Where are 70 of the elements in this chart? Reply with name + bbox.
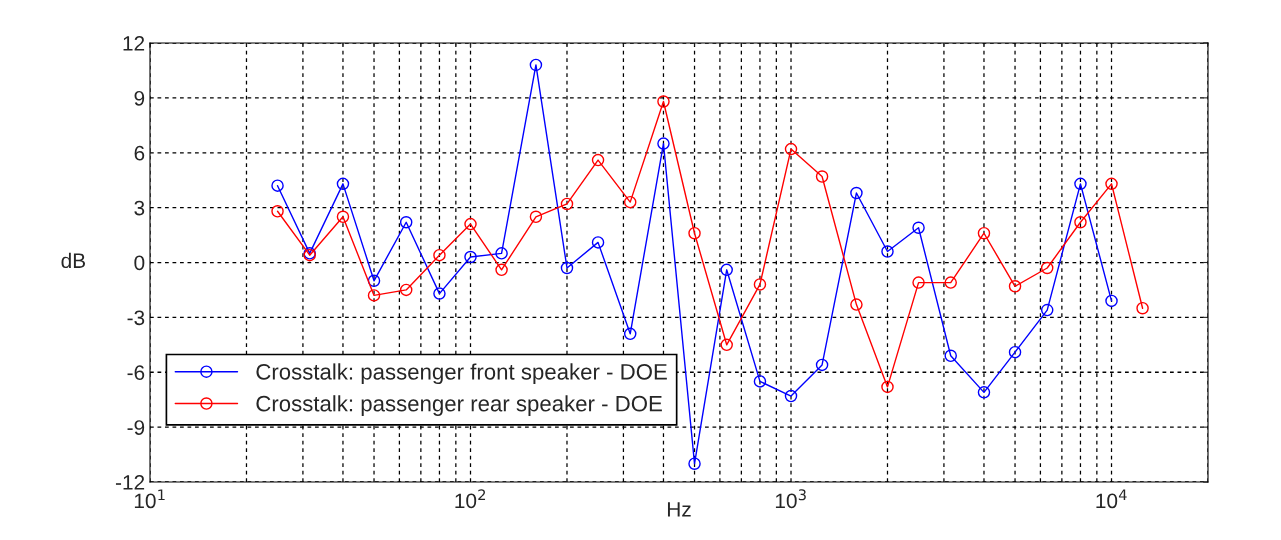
y-axis-title: dB	[61, 252, 86, 269]
point	[1105, 177, 1118, 191]
point	[591, 153, 605, 167]
point	[399, 216, 413, 229]
y-tick-label: -3	[127, 310, 145, 326]
point	[912, 276, 925, 289]
point	[850, 298, 863, 311]
point	[623, 195, 637, 209]
point	[336, 210, 350, 224]
point	[944, 276, 957, 289]
y-tick-label: 12	[123, 36, 145, 51]
point	[688, 226, 701, 240]
point	[623, 327, 637, 341]
point	[495, 263, 508, 277]
point	[367, 289, 381, 302]
point	[399, 283, 413, 297]
x-axis-title: Hz	[667, 502, 691, 517]
point	[1008, 280, 1022, 293]
point	[784, 142, 798, 156]
x-tick-label: 10$^{1}$	[134, 489, 165, 509]
point	[271, 179, 284, 192]
x-tick-label: 10$^{2}$	[455, 489, 486, 509]
x-tick-label: 10$^{4}$	[1096, 489, 1127, 509]
point	[433, 248, 446, 262]
point	[720, 263, 733, 277]
point	[529, 58, 543, 72]
point	[591, 236, 605, 249]
y-tick-label: 0	[134, 255, 145, 271]
point	[464, 250, 477, 264]
point	[815, 170, 829, 183]
legend-label: Crosstalk: passenger front speaker - DOE	[256, 363, 667, 385]
point	[1040, 261, 1054, 275]
legend-label: Crosstalk: passenger rear speaker - DOE	[256, 395, 662, 416]
y-tick-label: -6	[127, 365, 145, 380]
point	[753, 375, 767, 388]
point	[912, 221, 925, 234]
point	[529, 210, 543, 224]
point	[688, 457, 701, 470]
point	[1136, 301, 1149, 315]
point	[657, 95, 670, 108]
y-tick-label: 3	[134, 200, 145, 216]
point	[944, 349, 957, 363]
y-tick-label: -12	[115, 475, 145, 490]
point	[367, 274, 381, 288]
y-tick-label: 9	[134, 90, 145, 106]
point	[464, 217, 477, 231]
point	[977, 226, 991, 240]
point	[1074, 177, 1087, 191]
point	[560, 261, 574, 275]
point	[336, 177, 350, 191]
y-tick-label: 6	[134, 145, 145, 161]
point	[815, 358, 829, 372]
point	[271, 205, 284, 218]
point	[560, 197, 574, 211]
point	[881, 245, 894, 258]
point	[784, 389, 798, 403]
x-tick-label: 10$^{3}$	[775, 489, 806, 509]
y-tick-label: -9	[127, 420, 145, 435]
point	[753, 278, 767, 291]
point	[1105, 294, 1118, 308]
point	[433, 287, 446, 300]
point	[881, 380, 894, 394]
point	[720, 338, 733, 352]
point	[1074, 216, 1087, 229]
point	[850, 186, 863, 200]
point	[495, 247, 508, 260]
point	[657, 137, 670, 150]
point	[977, 386, 991, 399]
point	[1008, 345, 1022, 359]
point	[1040, 303, 1054, 317]
